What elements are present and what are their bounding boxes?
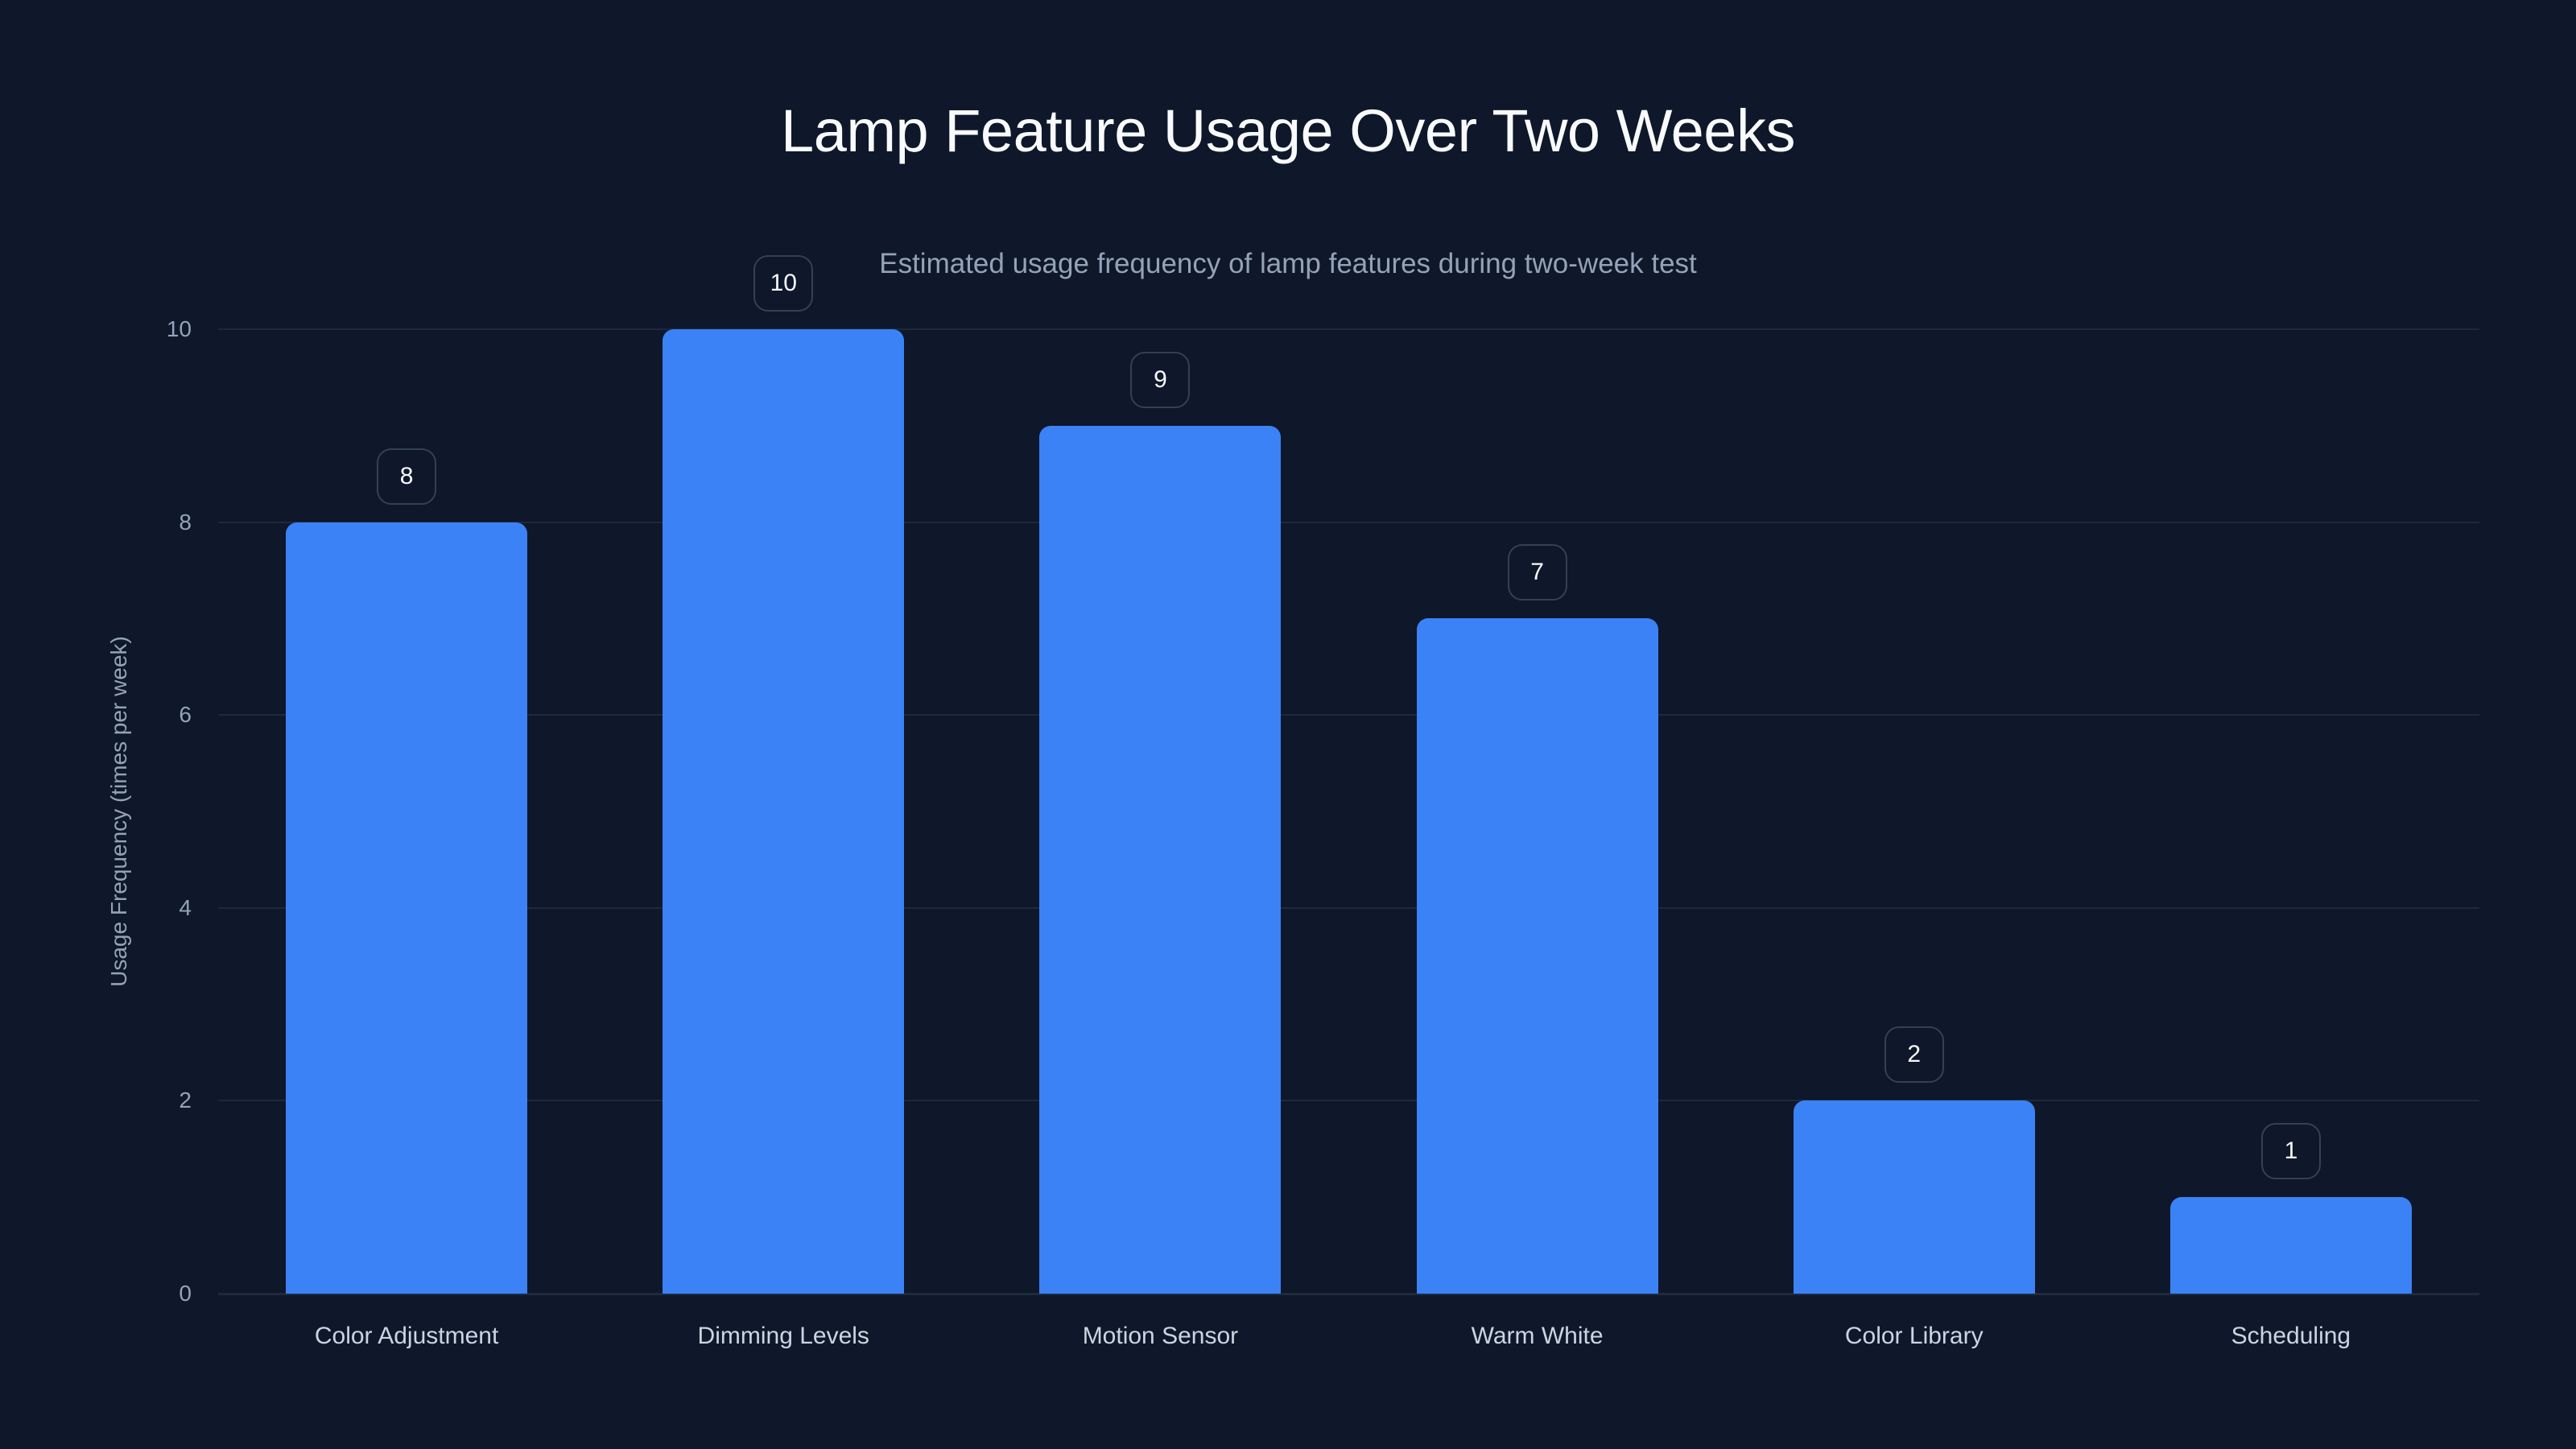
gridline <box>218 521 2479 523</box>
gridline <box>218 1293 2479 1295</box>
value-label: 9 <box>1130 351 1191 408</box>
y-tick-label: 10 <box>166 316 192 341</box>
value-label: 8 <box>377 448 437 505</box>
value-label: 1 <box>2260 1123 2321 1180</box>
x-category-label: Scheduling <box>2231 1323 2351 1349</box>
gridline <box>218 1100 2479 1102</box>
bar[interactable] <box>286 522 528 1294</box>
bar[interactable] <box>2169 1197 2412 1294</box>
y-tick-label: 8 <box>179 509 192 535</box>
gridline <box>218 906 2479 909</box>
y-tick-label: 2 <box>179 1088 192 1113</box>
x-category-label: Warm White <box>1471 1323 1604 1349</box>
bar[interactable] <box>1416 618 1658 1294</box>
x-category-label: Color Adjustment <box>314 1323 499 1349</box>
x-category-label: Motion Sensor <box>1082 1323 1239 1349</box>
chart-title: Lamp Feature Usage Over Two Weeks <box>781 97 1795 164</box>
plot-area: 8 10 9 7 2 1 <box>218 255 2479 1295</box>
x-category-label: Color Library <box>1844 1323 1984 1349</box>
value-label: 10 <box>753 255 814 312</box>
gridline <box>218 328 2479 330</box>
y-tick-label: 6 <box>179 702 192 728</box>
bar[interactable] <box>1039 425 1282 1294</box>
gridline <box>218 714 2479 716</box>
y-tick-label: 0 <box>179 1281 192 1306</box>
bar[interactable] <box>1793 1100 2035 1294</box>
bar[interactable] <box>663 329 905 1294</box>
y-axis-title: Usage Frequency (times per week) <box>106 636 131 987</box>
chart-subtitle: Estimated usage frequency of lamp featur… <box>879 248 1697 279</box>
value-label: 7 <box>1507 544 1567 601</box>
x-category-label: Dimming Levels <box>697 1323 869 1349</box>
value-label: 2 <box>1884 1026 1944 1084</box>
y-tick-label: 4 <box>179 894 192 920</box>
